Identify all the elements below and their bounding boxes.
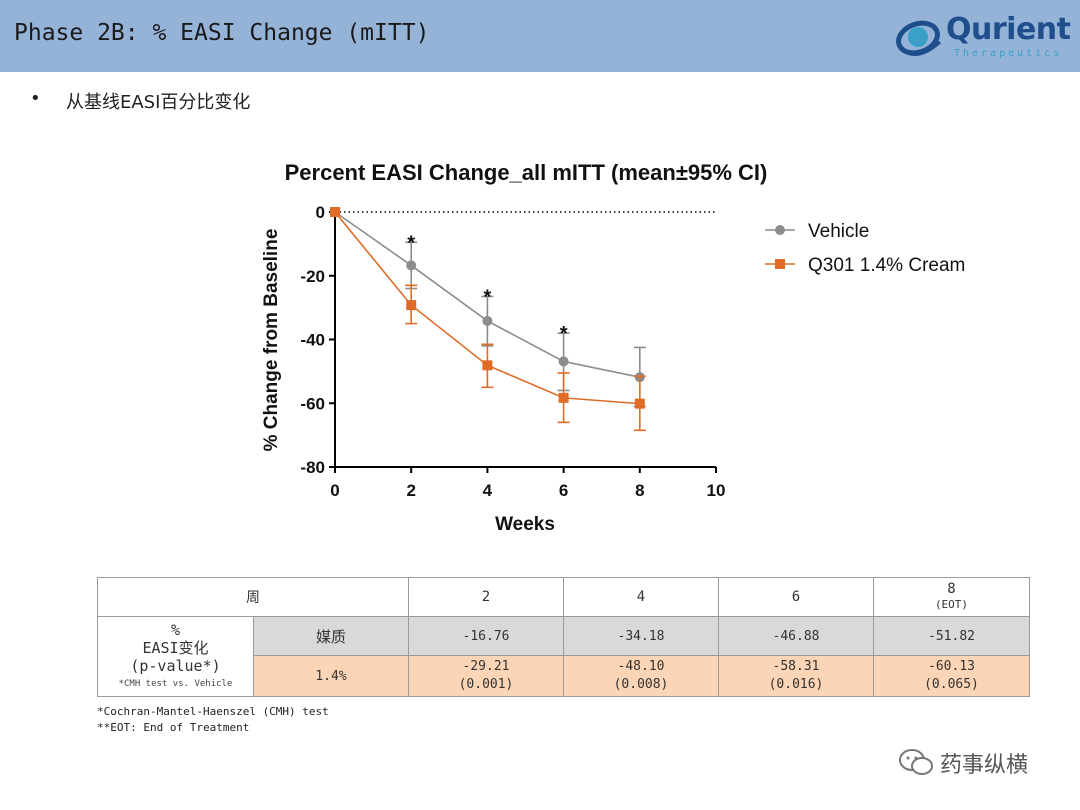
data-point-vehicle: [406, 260, 417, 271]
legend-label-vehicle: Vehicle: [808, 221, 869, 242]
logo-subtitle: Therapeutics: [954, 48, 1063, 59]
header-week-8: 8 (EOT): [873, 577, 1030, 617]
row-label-easi: % EASI变化 (p-value*) *CMH test vs. Vehicl…: [97, 616, 254, 697]
header-week-8-sub: (EOT): [934, 598, 969, 611]
row-label-note: *CMH test vs. Vehicle: [118, 678, 233, 689]
data-point-cream: [406, 300, 417, 311]
cream-value-wk6: -58.31: [772, 659, 820, 674]
wechat-icon: [899, 749, 933, 775]
header-week-label: 周: [97, 577, 409, 617]
bullet-marker: •: [30, 88, 41, 109]
logo-swoosh-icon: [896, 20, 942, 56]
table-row-vehicle: % EASI变化 (p-value*) *CMH test vs. Vehicl…: [97, 616, 1030, 697]
table-header-row: 周 2 4 6 8 (EOT): [97, 577, 1030, 617]
data-point-cream: [634, 398, 645, 409]
cream-pvalue-wk6: (0.016): [768, 677, 824, 692]
cream-value-wk2: -29.21: [462, 659, 510, 674]
cream-pvalue-wk8: (0.065): [924, 677, 979, 692]
logo-wordmark: Qurient: [946, 12, 1071, 47]
watermark-text: 药事纵横: [940, 753, 1029, 778]
significance-marker: *: [560, 323, 568, 345]
row-label-line3: (p-value*): [130, 656, 221, 675]
y-axis-label: % Change from Baseline: [261, 229, 282, 452]
data-point-vehicle: [558, 356, 569, 367]
cream-label: 1.4%: [253, 655, 409, 697]
header-week-6: 6: [718, 577, 874, 617]
chart-legend: Vehicle Q301 1.4% Cream: [765, 221, 965, 276]
data-point-cream: [330, 207, 340, 217]
row-label-line2: EASI变化: [142, 638, 209, 657]
cream-cell-wk8: -60.13 (0.065): [873, 655, 1030, 697]
vehicle-label: 媒质: [253, 616, 409, 656]
vehicle-value-wk2: -16.76: [408, 616, 564, 656]
cream-value-wk8: -60.13: [928, 659, 975, 674]
footnote-eot: **EOT: End of Treatment: [97, 721, 250, 734]
cream-cell-wk2: -29.21 (0.001): [408, 655, 564, 697]
vehicle-value-wk8: -51.82: [873, 616, 1030, 656]
data-point-cream: [558, 392, 569, 403]
row-label-line1: %: [170, 620, 181, 639]
legend-marker-cream: [775, 259, 785, 269]
significance-marker: *: [484, 286, 492, 308]
cream-cell-wk4: -48.10 (0.008): [563, 655, 719, 697]
header-week-4: 4: [563, 577, 719, 617]
header-week-8-value: 8: [947, 581, 956, 597]
series-cream: [330, 207, 646, 432]
y-tick-label: -40: [300, 331, 325, 350]
legend-marker-vehicle: [775, 225, 785, 235]
legend-label-cream: Q301 1.4% Cream: [808, 255, 965, 276]
y-tick-label: -20: [300, 267, 325, 286]
data-point-cream: [482, 360, 493, 371]
y-tick-label: -60: [300, 394, 325, 413]
x-tick-label: 6: [559, 481, 568, 500]
cream-pvalue-wk2: (0.001): [458, 677, 514, 692]
header-bar: Phase 2B: % EASI Change (mITT) Qurient T…: [0, 0, 1080, 72]
x-tick-label: 10: [707, 481, 726, 500]
x-axis-label: Weeks: [495, 514, 555, 535]
plot-area: 0 -20 -40 -60 -80 0 2 4 6 8 10 * * *: [300, 203, 725, 500]
y-tick-label: -80: [300, 458, 325, 477]
cream-value-wk4: -48.10: [617, 659, 665, 674]
x-tick-label: 4: [483, 481, 493, 500]
significance-marker: *: [407, 232, 415, 254]
y-tick-label: 0: [316, 203, 325, 222]
header-week-2: 2: [408, 577, 564, 617]
vehicle-value-wk6: -46.88: [718, 616, 874, 656]
page-title: Phase 2B: % EASI Change (mITT): [14, 20, 430, 46]
x-tick-label: 0: [330, 481, 339, 500]
company-logo: Qurient Therapeutics: [896, 8, 1072, 66]
footnote-cmh: *Cochran-Mantel-Haenszel (CMH) test: [97, 705, 329, 718]
results-table: 周 2 4 6 8 (EOT) % EASI变化 (p-value*) *CMH…: [97, 577, 1030, 697]
bullet-text: 从基线EASI百分比变化: [66, 92, 251, 113]
watermark: 药事纵横: [898, 745, 1058, 779]
x-tick-label: 2: [406, 481, 415, 500]
cream-pvalue-wk4: (0.008): [613, 677, 669, 692]
easi-line-chart: Percent EASI Change_all mITT (mean±95% C…: [261, 160, 965, 535]
x-tick-label: 8: [635, 481, 644, 500]
vehicle-value-wk4: -34.18: [563, 616, 719, 656]
table-row-cream: 1.4% -29.21 (0.001) -48.10 (0.008) -58.3…: [98, 655, 1030, 697]
cream-cell-wk6: -58.31 (0.016): [718, 655, 874, 697]
chart-title: Percent EASI Change_all mITT (mean±95% C…: [285, 160, 768, 185]
data-point-vehicle: [482, 315, 493, 326]
